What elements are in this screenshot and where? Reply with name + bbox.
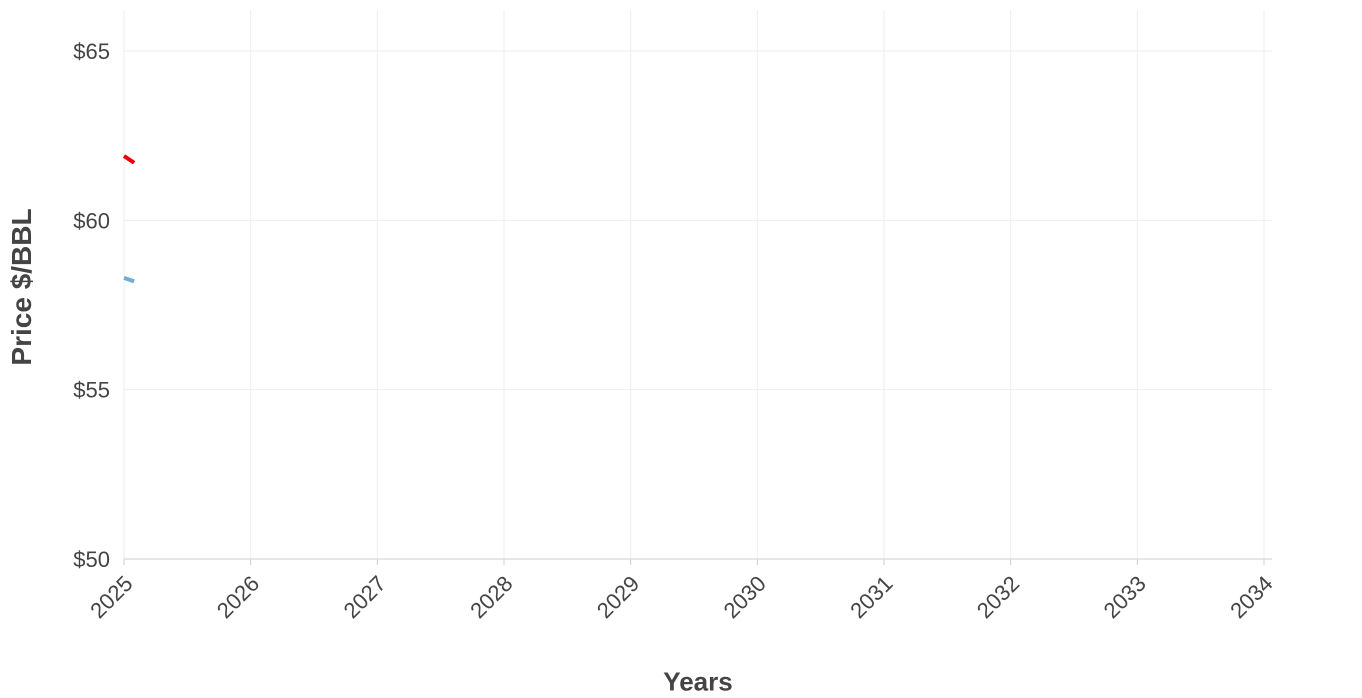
x-axis-label: Years xyxy=(663,666,733,697)
x-tick-label: 2032 xyxy=(972,571,1024,623)
y-tick-label: $65 xyxy=(73,39,110,64)
x-tick-label: 2027 xyxy=(339,571,391,623)
x-tick-label: 2026 xyxy=(212,571,264,623)
x-tick-label: 2034 xyxy=(1225,571,1277,623)
series-line-1 xyxy=(122,154,136,165)
x-tick-label: 2033 xyxy=(1099,571,1151,623)
y-tick-label: $60 xyxy=(73,208,110,233)
x-tick-label: 2028 xyxy=(465,571,517,623)
y-tick-label: $50 xyxy=(73,547,110,572)
y-tick-label: $55 xyxy=(73,378,110,403)
x-tick-label: 2029 xyxy=(592,571,644,623)
y-axis-label: Price $/BBL xyxy=(6,208,37,366)
x-tick-label: 2030 xyxy=(719,571,771,623)
x-tick-label: 2031 xyxy=(845,571,897,623)
x-tick-label: 2025 xyxy=(85,571,137,623)
series-line-2 xyxy=(123,276,135,284)
